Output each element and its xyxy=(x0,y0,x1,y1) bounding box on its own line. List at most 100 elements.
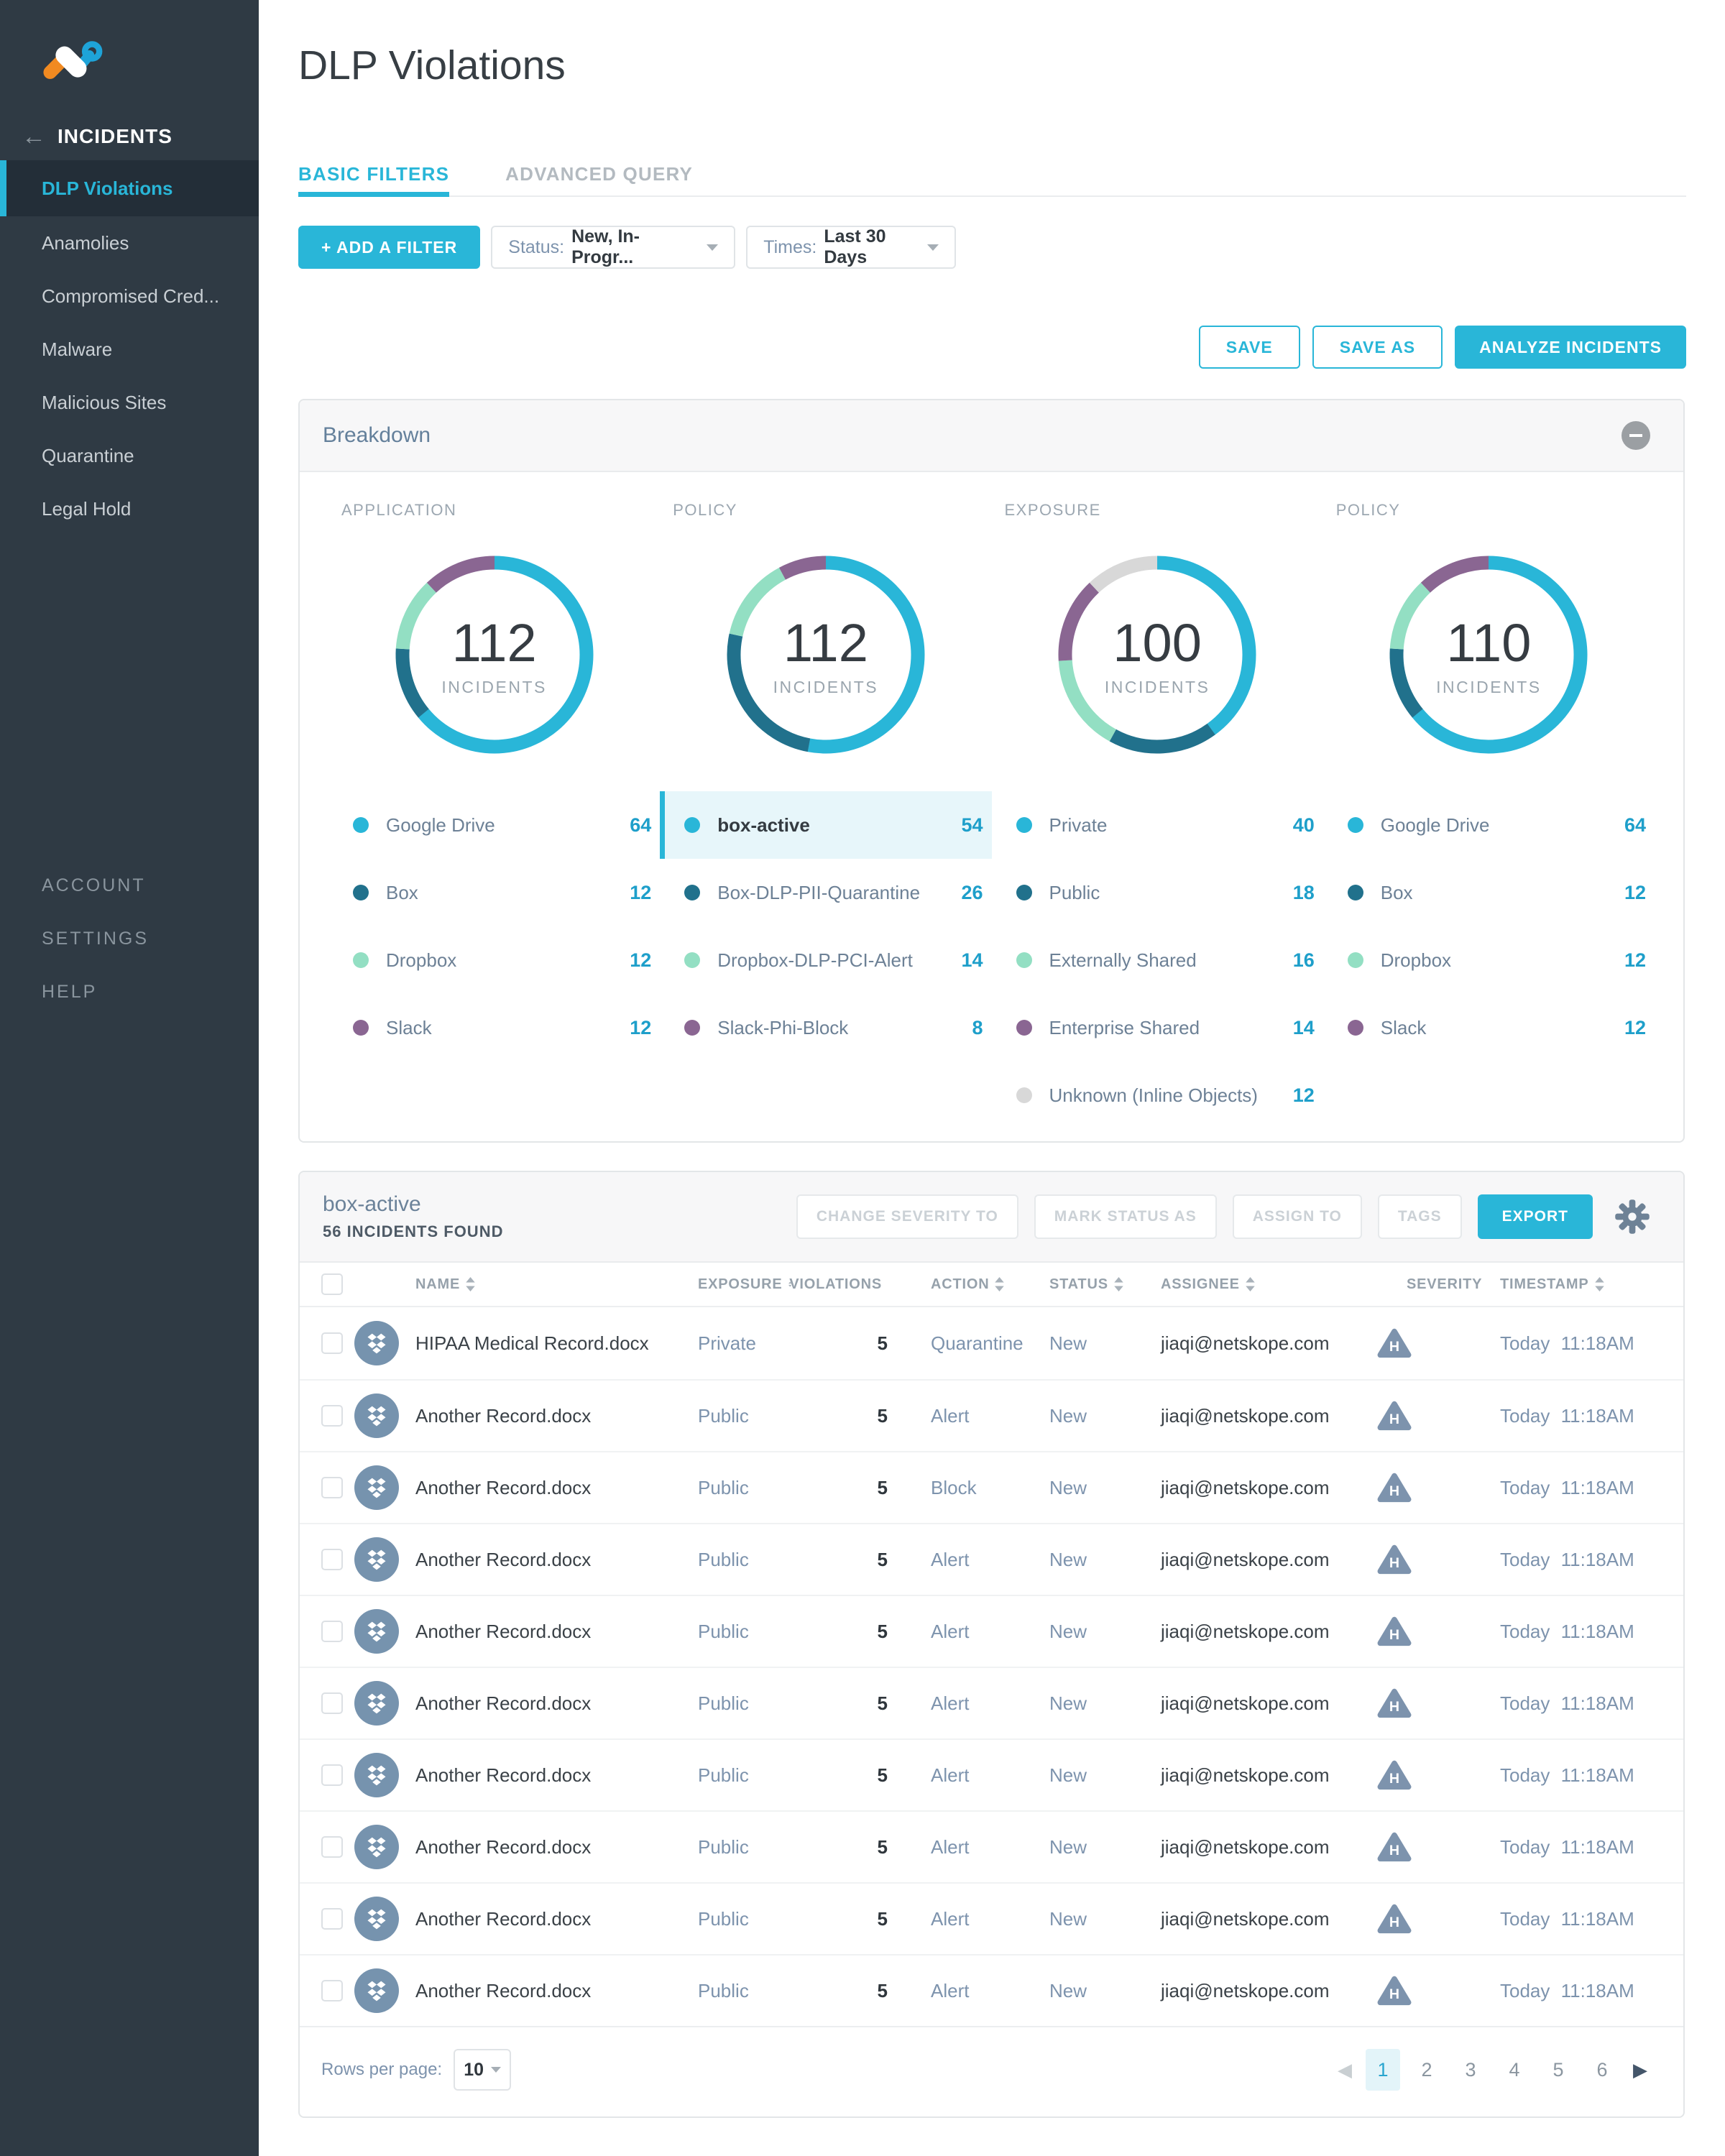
gear-icon[interactable] xyxy=(1614,1199,1650,1235)
sort-icon[interactable] xyxy=(466,1277,475,1291)
exposure-value: Public xyxy=(698,1835,749,1858)
rows-per-page-select[interactable]: 10 xyxy=(454,2049,512,2091)
table-row[interactable]: HIPAA Medical Record.docx Private 5 Quarant… xyxy=(300,1307,1683,1379)
sort-icon[interactable] xyxy=(788,1277,791,1291)
legend-item[interactable]: Slack-Phi-Block 8 xyxy=(660,994,991,1061)
tags-button[interactable]: TAGS xyxy=(1377,1194,1462,1239)
legend-value: 12 xyxy=(1624,881,1646,903)
legend-item[interactable]: box-active 54 xyxy=(660,791,992,859)
row-checkbox[interactable] xyxy=(321,1477,343,1498)
sidebar-item-help[interactable]: HELP xyxy=(42,981,98,1002)
legend-item[interactable]: Slack 12 xyxy=(1323,994,1655,1061)
export-button[interactable]: EXPORT xyxy=(1477,1194,1593,1239)
sidebar-item-malware[interactable]: Malware xyxy=(42,338,113,360)
table-row[interactable]: Another Record.docx Public 5 Alert New jiaqi@… xyxy=(300,1523,1683,1595)
collapse-button[interactable] xyxy=(1622,421,1650,450)
page-5-button[interactable]: 5 xyxy=(1552,2058,1564,2081)
table-row[interactable]: Another Record.docx Public 5 Alert New jiaqi@… xyxy=(300,1595,1683,1667)
sidebar-item-dlp-violations[interactable]: DLP Violations xyxy=(0,160,259,216)
mark-status-as-button[interactable]: MARK STATUS AS xyxy=(1034,1194,1217,1239)
legend-item[interactable]: Slack 12 xyxy=(328,994,660,1061)
sidebar-item-settings[interactable]: SETTINGS xyxy=(42,928,150,949)
save-as-button[interactable]: SAVE AS xyxy=(1312,326,1443,369)
legend-item[interactable]: Box-DLP-PII-Quarantine 26 xyxy=(660,859,991,926)
legend-item[interactable]: Public 18 xyxy=(992,859,1323,926)
row-checkbox[interactable] xyxy=(321,1621,343,1642)
column-header-status[interactable]: STATUS xyxy=(1049,1276,1161,1293)
row-checkbox[interactable] xyxy=(321,1332,343,1354)
back-arrow-icon[interactable]: ← xyxy=(22,123,46,150)
legend-item[interactable]: Google Drive 64 xyxy=(328,791,660,859)
table-row[interactable]: Another Record.docx Public 5 Alert New jiaqi@… xyxy=(300,1738,1683,1810)
page-3-button[interactable]: 3 xyxy=(1465,2058,1476,2081)
legend-item[interactable]: Box 12 xyxy=(1323,859,1655,926)
exposure-value: Public xyxy=(698,1476,749,1498)
row-checkbox[interactable] xyxy=(321,1549,343,1570)
severity-high-icon: H xyxy=(1377,1976,1412,2006)
row-checkbox[interactable] xyxy=(321,1692,343,1714)
column-header-timestamp[interactable]: TIMESTAMP xyxy=(1448,1276,1683,1293)
analyze-incidents-button[interactable]: ANALYZE INCIDENTS xyxy=(1455,326,1686,369)
legend-item[interactable]: Google Drive 64 xyxy=(1323,791,1655,859)
sort-icon[interactable] xyxy=(995,1277,1005,1291)
column-header-action[interactable]: ACTION xyxy=(888,1276,1049,1293)
table-row[interactable]: Another Record.docx Public 5 Alert New jiaqi@… xyxy=(300,1667,1683,1738)
row-checkbox[interactable] xyxy=(321,1405,343,1427)
column-header-exposure[interactable]: EXPOSURE xyxy=(698,1276,791,1293)
sidebar-item-malicious-sites[interactable]: Malicious Sites xyxy=(42,391,167,413)
legend-item[interactable]: Dropbox 12 xyxy=(1323,926,1655,994)
tab-basic-filters[interactable]: BASIC FILTERS xyxy=(298,152,450,197)
legend-item[interactable]: Dropbox-DLP-PCI-Alert 14 xyxy=(660,926,991,994)
table-row[interactable]: Another Record.docx Public 5 Alert New jiaqi@… xyxy=(300,1882,1683,1954)
page-4-button[interactable]: 4 xyxy=(1509,2058,1520,2081)
page-1-button[interactable]: 1 xyxy=(1366,2049,1400,2091)
column-header-assignee[interactable]: ASSIGNEE xyxy=(1161,1276,1340,1293)
filter-bar: + ADD A FILTER Status: New, In-Progr... … xyxy=(298,226,957,269)
legend-item[interactable]: Unknown (Inline Objects) 12 xyxy=(992,1061,1323,1129)
legend-item[interactable]: Enterprise Shared 14 xyxy=(992,994,1323,1061)
column-header-violations[interactable]: VIOLATIONS xyxy=(789,1276,888,1293)
sort-icon[interactable] xyxy=(1114,1277,1123,1291)
legend-item[interactable]: Box 12 xyxy=(328,859,660,926)
file-icon-cell xyxy=(354,1321,415,1365)
row-checkbox[interactable] xyxy=(321,1908,343,1930)
times-filter-dropdown[interactable]: Times: Last 30 Days xyxy=(746,226,957,269)
row-checkbox[interactable] xyxy=(321,1764,343,1786)
status-value: New xyxy=(1049,1548,1087,1570)
change-severity-to-button[interactable]: CHANGE SEVERITY TO xyxy=(796,1194,1018,1239)
file-name: Another Record.docx xyxy=(415,1476,592,1498)
status-filter-dropdown[interactable]: Status: New, In-Progr... xyxy=(491,226,736,269)
sort-icon[interactable] xyxy=(1594,1277,1604,1291)
add-filter-button[interactable]: + ADD A FILTER xyxy=(298,226,481,269)
column-header-name[interactable]: NAME xyxy=(415,1276,698,1293)
table-row[interactable]: Another Record.docx Public 5 Alert New jiaqi@… xyxy=(300,1954,1683,2026)
sort-icon[interactable] xyxy=(1246,1277,1255,1291)
table-row[interactable]: Another Record.docx Public 5 Block New jiaqi@… xyxy=(300,1451,1683,1523)
save-button[interactable]: SAVE xyxy=(1198,326,1300,369)
table-row[interactable]: Another Record.docx Public 5 Alert New jiaqi@… xyxy=(300,1379,1683,1451)
row-checkbox[interactable] xyxy=(321,1980,343,2001)
column-header-severity[interactable]: SEVERITY xyxy=(1340,1276,1482,1293)
page-6-button[interactable]: 6 xyxy=(1596,2058,1608,2081)
row-checkbox[interactable] xyxy=(321,1836,343,1858)
sidebar-item-account[interactable]: ACCOUNT xyxy=(42,875,146,895)
sidebar-item-compromised-cred-[interactable]: Compromised Cred... xyxy=(42,285,220,307)
select-all-checkbox[interactable] xyxy=(321,1273,343,1295)
legend-item[interactable]: Externally Shared 16 xyxy=(992,926,1323,994)
legend-item[interactable]: Private 40 xyxy=(992,791,1323,859)
next-page-button[interactable]: ▶ xyxy=(1629,2060,1652,2079)
tab-advanced-query[interactable]: ADVANCED QUERY xyxy=(505,162,694,185)
sidebar-item-quarantine[interactable]: Quarantine xyxy=(42,444,134,466)
assign-to-button[interactable]: ASSIGN TO xyxy=(1232,1194,1362,1239)
sidebar-item-legal-hold[interactable]: Legal Hold xyxy=(42,497,132,520)
severity-cell: H xyxy=(1340,1831,1448,1863)
legend-item[interactable]: Dropbox 12 xyxy=(328,926,660,994)
page-2-button[interactable]: 2 xyxy=(1421,2058,1432,2081)
previous-page-button[interactable]: ◀ xyxy=(1333,2060,1356,2079)
legend-list: Google Drive 64 Box 12 Dropbox 12 Slack 12 xyxy=(1323,791,1655,1061)
sidebar-item-anamolies[interactable]: Anamolies xyxy=(42,231,129,254)
file-icon-cell xyxy=(354,1897,415,1941)
times-filter-label: Times: xyxy=(763,236,817,257)
file-icon-cell xyxy=(354,1968,415,2013)
table-row[interactable]: Another Record.docx Public 5 Alert New jiaqi@… xyxy=(300,1810,1683,1882)
